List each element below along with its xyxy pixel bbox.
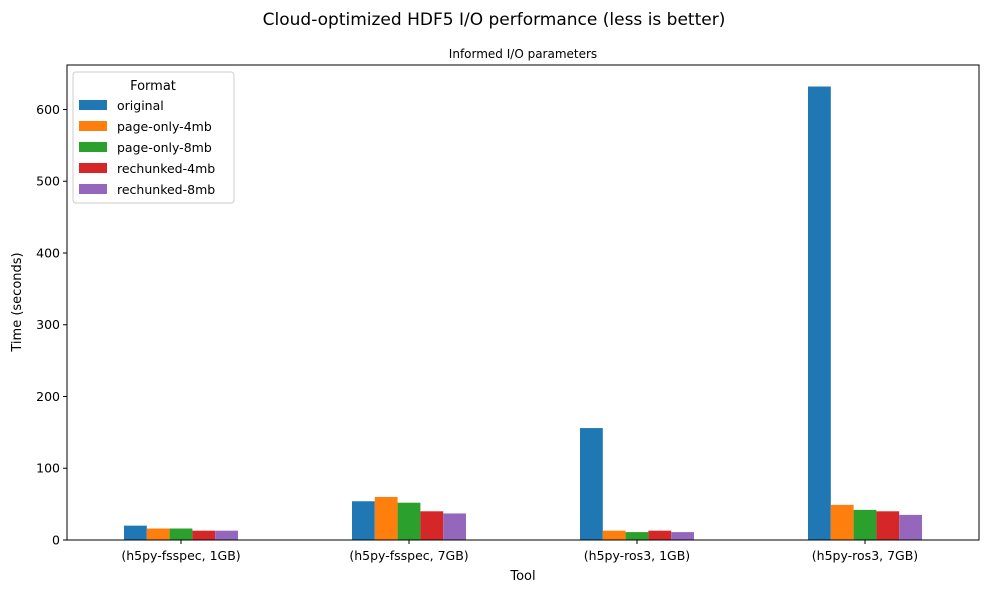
bar-page-only-4mb-0 xyxy=(146,528,170,540)
legend-swatch-rechunked-8mb xyxy=(79,184,107,194)
y-tick-label: 600 xyxy=(36,102,60,117)
bar-rechunked-8mb-2 xyxy=(671,532,694,540)
legend-label-rechunked-4mb: rechunked-4mb xyxy=(117,161,215,176)
legend-swatch-page-only-4mb xyxy=(79,121,107,131)
y-tick-label: 500 xyxy=(36,174,60,189)
bar-rechunked-4mb-0 xyxy=(192,530,216,540)
bar-page-only-8mb-2 xyxy=(625,532,649,540)
bar-rechunked-8mb-3 xyxy=(899,514,922,540)
x-tick-label: (h5py-ros3, 7GB) xyxy=(812,548,918,563)
bar-rechunked-8mb-1 xyxy=(443,513,466,540)
y-axis-ticks: 0 100 200 300 400 500 600 xyxy=(36,102,67,548)
legend-box xyxy=(72,71,235,204)
bar-page-only-4mb-1 xyxy=(374,496,398,540)
y-tick-label: 200 xyxy=(36,389,60,404)
bar-rechunked-4mb-3 xyxy=(876,511,900,540)
chart-subtitle: Informed I/O parameters xyxy=(449,47,597,61)
bar-page-only-8mb-0 xyxy=(169,528,193,540)
bar-original-1 xyxy=(352,501,375,540)
legend-swatch-original xyxy=(79,100,107,110)
x-tick-label: (h5py-fsspec, 1GB) xyxy=(121,548,240,563)
bar-page-only-8mb-1 xyxy=(397,502,421,540)
bar-original-3 xyxy=(808,86,831,540)
legend-label-rechunked-8mb: rechunked-8mb xyxy=(117,182,215,197)
legend-swatch-rechunked-4mb xyxy=(79,163,107,173)
legend-label-page-only-8mb: page-only-8mb xyxy=(117,140,212,155)
legend-title: Format xyxy=(130,79,176,94)
x-tick-label: (h5py-fsspec, 7GB) xyxy=(349,548,468,563)
legend-swatch-page-only-8mb xyxy=(79,142,107,152)
y-tick-label: 0 xyxy=(52,533,60,548)
bar-rechunked-4mb-1 xyxy=(420,511,444,540)
plot-frame xyxy=(66,64,980,541)
x-tick-label: (h5py-ros3, 1GB) xyxy=(584,548,690,563)
legend: Format original page-only-4mb page-only-8m… xyxy=(72,71,235,204)
x-axis-ticks: (h5py-fsspec, 1GB) (h5py-fsspec, 7GB) (h5p… xyxy=(121,540,918,563)
y-tick-label: 400 xyxy=(36,245,60,260)
bar-original-0 xyxy=(124,525,147,540)
bar-original-2 xyxy=(580,428,603,540)
bar-page-only-4mb-3 xyxy=(830,504,854,540)
bar-rechunked-8mb-0 xyxy=(215,530,238,540)
bars-group xyxy=(124,86,922,540)
legend-label-page-only-4mb: page-only-4mb xyxy=(117,119,212,134)
y-tick-label: 100 xyxy=(36,461,60,476)
bar-page-only-4mb-2 xyxy=(602,530,626,540)
bar-page-only-8mb-3 xyxy=(853,509,877,540)
legend-label-original: original xyxy=(117,98,164,113)
y-tick-label: 300 xyxy=(36,317,60,332)
x-axis-label: Tool xyxy=(509,569,535,584)
chart-title: Cloud-optimized HDF5 I/O performance (le… xyxy=(263,10,726,30)
y-axis-label: Time (seconds) xyxy=(10,252,25,352)
bar-rechunked-4mb-2 xyxy=(648,530,672,540)
